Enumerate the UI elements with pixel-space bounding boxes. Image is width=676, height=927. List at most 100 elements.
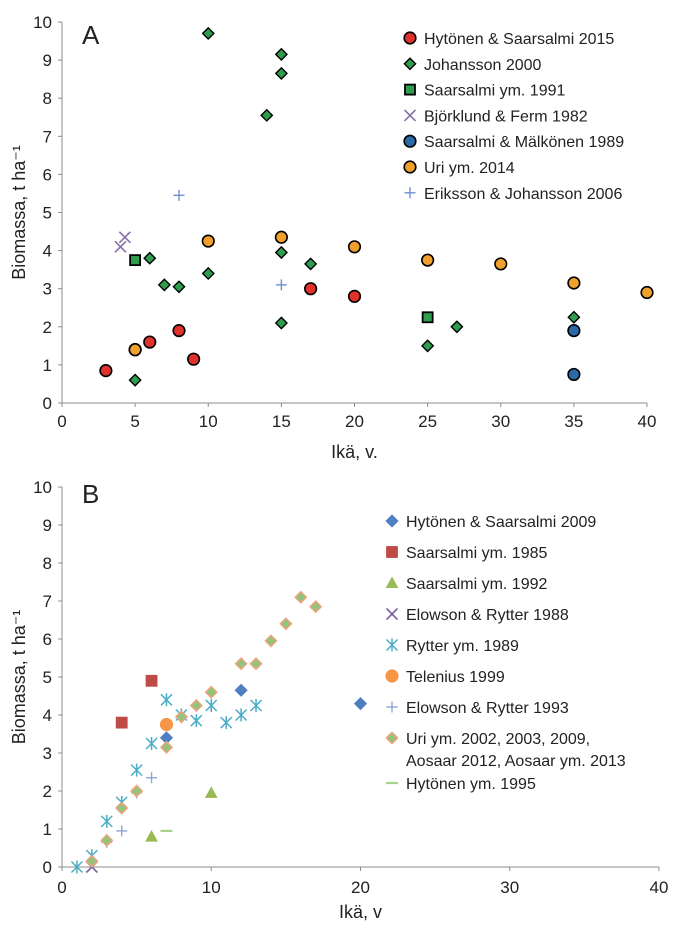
legend-label: Hytönen & Saarsalmi 2009 [406, 514, 596, 531]
data-point [274, 316, 288, 330]
legend-label: Hytönen ym. 1995 [406, 776, 536, 793]
legend-marker [403, 109, 417, 122]
series-8 [85, 590, 323, 868]
legend-marker [403, 57, 417, 71]
data-point [173, 189, 185, 201]
x-tick-label: 10 [202, 878, 221, 897]
data-point [235, 708, 248, 722]
data-point [294, 590, 308, 604]
y-axis-label: Biomassa, t ha⁻¹ [9, 145, 29, 280]
legend-label: Uri ym. 2002, 2003, 2009, Aosaar 2012, Ao… [406, 731, 626, 770]
data-point [145, 674, 158, 687]
legend-label: Björklund & Ferm 1982 [424, 108, 588, 125]
x-tick-label: 30 [491, 412, 510, 431]
x-tick-label: 35 [564, 412, 583, 431]
x-tick-label: 15 [272, 412, 291, 431]
data-point [567, 367, 581, 382]
data-point [274, 66, 288, 81]
legend-label: Saarsalmi & Mälkönen 1989 [424, 134, 624, 151]
y-tick-label: 2 [43, 782, 52, 801]
legend-label: Telenius 1999 [406, 669, 505, 686]
series-5 [567, 324, 581, 382]
data-point [172, 280, 186, 294]
data-point [130, 784, 144, 798]
data-point [567, 310, 581, 324]
data-point [205, 699, 218, 712]
data-point [85, 854, 99, 868]
data-point [100, 814, 113, 828]
series-6 [128, 230, 654, 357]
data-point [249, 699, 263, 712]
series-3 [145, 786, 218, 842]
data-point [353, 697, 368, 711]
data-point [234, 657, 248, 671]
data-point [249, 657, 263, 671]
legend-item: Saarsalmi ym. 1992 [385, 576, 547, 593]
data-point [220, 716, 233, 730]
data-point [421, 339, 435, 353]
legend-label: Uri ym. 2014 [424, 160, 515, 177]
x-tick-label: 0 [57, 878, 66, 897]
legend: Hytönen & Saarsalmi 2015 Johansson 2000 Sa… [403, 31, 624, 203]
legend-marker [385, 731, 399, 745]
y-tick-label: 0 [43, 394, 52, 413]
data-point [450, 320, 464, 334]
chart-panel-b: 0 10 20 30 40 0 1 2 3 4 5 6 7 8 9 10 Ikä, v Biomassa, t h… [9, 478, 669, 922]
y-tick-label: 1 [43, 820, 52, 839]
series-6 [159, 717, 174, 732]
panel-label: A [82, 20, 100, 50]
y-tick-label: 10 [33, 13, 52, 32]
data-point [160, 693, 173, 707]
legend-marker [403, 160, 417, 174]
series-3 [129, 254, 434, 324]
x-tick-label: 0 [57, 412, 66, 431]
x-axis-label: Ikä, v. [331, 442, 378, 462]
data-point [146, 772, 158, 784]
data-point [190, 714, 203, 728]
data-point [274, 47, 288, 61]
data-point [143, 335, 157, 349]
x-tick-label: 40 [650, 878, 669, 897]
data-point [145, 737, 158, 750]
legend-item: Elowson & Rytter 1988 [385, 607, 569, 624]
legend-marker [385, 669, 399, 683]
data-point [128, 373, 142, 387]
x-axis-label: Ikä, v [339, 902, 382, 922]
data-point [174, 710, 188, 724]
data-point [145, 830, 158, 842]
y-tick-label: 9 [43, 516, 52, 535]
legend-marker [403, 134, 417, 148]
legend-item: Hytönen & Saarsalmi 2015 [403, 31, 614, 48]
y-tick-label: 4 [43, 242, 52, 261]
legend-marker [403, 31, 417, 45]
data-point [494, 257, 508, 271]
legend-label: Saarsalmi ym. 1985 [406, 545, 547, 562]
y-tick-label: 2 [43, 318, 52, 337]
data-point [159, 717, 174, 732]
legend-label: Elowson & Rytter 1988 [406, 607, 569, 624]
legend-marker [385, 514, 399, 528]
x-tick-label: 20 [351, 878, 370, 897]
legend-item: Hytönen & Saarsalmi 2009 [385, 514, 596, 531]
series-2 [115, 674, 158, 729]
data-point [567, 324, 581, 338]
x-tick-label: 40 [638, 412, 657, 431]
data-point [204, 685, 218, 699]
legend-item: Saarsalmi ym. 1991 [404, 83, 565, 100]
y-tick-label: 10 [33, 478, 52, 497]
data-point [157, 278, 171, 292]
legend-item: Hytönen ym. 1995 [386, 776, 536, 793]
y-tick-label: 7 [43, 127, 52, 146]
data-point [189, 698, 203, 713]
x-tick-label: 20 [345, 412, 364, 431]
y-tick-label: 8 [43, 89, 52, 108]
data-point [172, 324, 186, 338]
data-point [114, 240, 127, 253]
legend-item: Saarsalmi ym. 1985 [386, 545, 547, 562]
y-tick-label: 7 [43, 592, 52, 611]
series-1 [99, 282, 362, 378]
data-point [201, 26, 215, 41]
y-tick-label: 9 [43, 51, 52, 70]
data-point [274, 230, 288, 244]
